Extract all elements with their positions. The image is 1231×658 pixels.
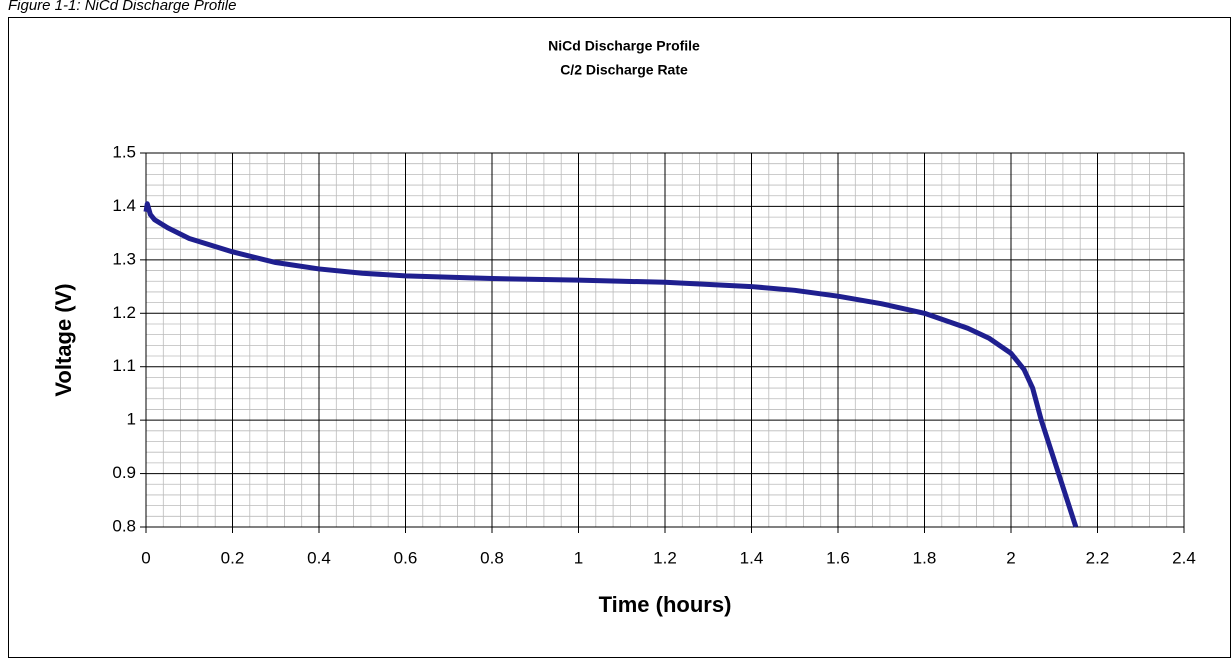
x-tick-label: 0.6 [394,548,418,567]
y-tick-label: 1.4 [112,196,136,215]
y-tick-label: 1.2 [112,303,136,322]
y-axis-label: Voltage (V) [51,283,76,396]
chart-frame [8,17,1231,658]
y-tick-label: 1.5 [112,142,136,161]
x-tick-label: 1.4 [740,548,764,567]
x-tick-label: 1.2 [653,548,677,567]
x-tick-label: 1 [574,548,583,567]
x-tick-label: 2.4 [1172,548,1196,567]
x-tick-label: 0 [141,548,150,567]
x-tick-label: 0.8 [480,548,504,567]
x-tick-label: 2 [1006,548,1015,567]
y-tick-label: 0.8 [112,516,136,535]
y-tick-label: 0.9 [112,463,136,482]
chart-subtitle: C/2 Discharge Rate [560,62,688,78]
y-tick-label: 1 [127,410,136,429]
x-tick-label: 2.2 [1086,548,1110,567]
x-axis-label: Time (hours) [599,592,732,617]
chart-title: NiCd Discharge Profile [548,38,700,54]
x-tick-label: 1.6 [826,548,850,567]
x-tick-label: 0.4 [307,548,331,567]
data-line [143,201,1079,528]
grid [140,152,1185,533]
x-tick-label: 1.8 [913,548,937,567]
plot [143,201,1079,528]
plot-border [145,152,1185,528]
y-tick-label: 1.3 [112,249,136,268]
y-tick-label: 1.1 [112,356,136,375]
figure-caption: Figure 1-1: NiCd Discharge Profile [8,0,236,14]
x-tick-label: 0.2 [221,548,245,567]
